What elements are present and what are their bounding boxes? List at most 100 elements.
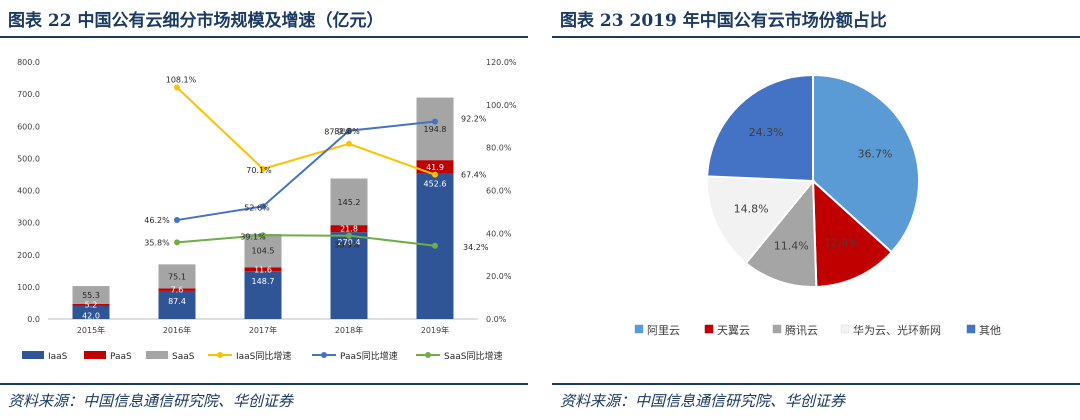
line-point bbox=[346, 232, 352, 239]
y2-tick-label: 0.0% bbox=[486, 315, 507, 324]
line-point bbox=[174, 239, 180, 246]
line-point bbox=[346, 127, 352, 134]
y2-tick-label: 120.0% bbox=[486, 58, 517, 67]
line-point bbox=[260, 232, 266, 239]
x-tick-label: 2018年 bbox=[335, 325, 363, 335]
line-value-label: 67.4% bbox=[461, 171, 487, 180]
bar-paas bbox=[72, 303, 110, 306]
bar-value-label: 55.3 bbox=[82, 291, 100, 300]
legend-swatch bbox=[704, 324, 714, 334]
legend-label: 阿里云 bbox=[647, 324, 680, 337]
bar-paas bbox=[416, 160, 454, 174]
bar-saas bbox=[72, 286, 110, 304]
bar-paas bbox=[330, 225, 368, 233]
bar-value-label: 75.1 bbox=[168, 272, 186, 281]
line-value-label: 81.8% bbox=[334, 127, 360, 136]
pie-slice-腾讯云 bbox=[744, 178, 818, 288]
pie-slice-其他 bbox=[706, 73, 814, 183]
bar-iaas bbox=[330, 232, 368, 319]
pie-slice-天翼云 bbox=[811, 178, 894, 288]
bar-value-label: 145.2 bbox=[338, 198, 361, 207]
line-point bbox=[260, 203, 266, 210]
line-value-label: 46.2% bbox=[144, 216, 170, 225]
y2-tick-label: 80.0% bbox=[486, 144, 512, 153]
bar-saas bbox=[158, 264, 196, 289]
line-value-label: 92.2% bbox=[461, 115, 487, 124]
right-figure-title: 图表 23 2019 年中国公有云市场份额占比 bbox=[560, 11, 887, 31]
left-figure-title: 图表 22 中国公有云细分市场规模及增速（亿元） bbox=[8, 11, 384, 31]
line-value-label: 108.1% bbox=[166, 75, 197, 84]
bar-value-label: 11.6 bbox=[254, 265, 272, 274]
legend-swatch bbox=[840, 324, 850, 334]
bar-iaas bbox=[244, 271, 282, 319]
left-figure-panel: 图表 22 中国公有云细分市场规模及增速（亿元） 0.0 100.0 200.0 30… bbox=[0, 0, 528, 420]
left-figure-source: 资料来源：中国信息通信研究院、华创证券 bbox=[8, 392, 294, 410]
segment-market-combo-chart: 0.0 100.0 200.0 300.0 400.0 500.0 600.0 700.0 80… bbox=[17, 58, 517, 362]
legend-swatch bbox=[146, 351, 168, 359]
line-point bbox=[346, 140, 352, 147]
x-tick-label: 2015年 bbox=[77, 325, 105, 335]
bar-iaas bbox=[158, 290, 196, 319]
line-point bbox=[432, 171, 438, 178]
y-tick-label: 600.0 bbox=[17, 122, 40, 131]
line-value-label: 38.9% bbox=[334, 241, 360, 250]
right-figure-panel: 图表 23 2019 年中国公有云市场份额占比 36.7% 12.8% 11.4% 1… bbox=[552, 0, 1080, 420]
line-point bbox=[174, 84, 180, 91]
legend-swatch bbox=[966, 324, 976, 334]
line-value-label: 35.8% bbox=[144, 238, 170, 247]
legend-label: 腾讯云 bbox=[785, 323, 818, 337]
bar-value-label: 87.4 bbox=[168, 297, 186, 306]
x-tick-label: 2017年 bbox=[249, 325, 277, 335]
bar-value-label: 194.8 bbox=[424, 125, 447, 134]
legend-label: 天翼云 bbox=[717, 324, 750, 337]
legend-swatch-marker bbox=[217, 352, 223, 358]
bar-saas bbox=[416, 97, 454, 161]
line-point bbox=[174, 217, 180, 224]
y-tick-label: 800.0 bbox=[17, 58, 40, 67]
pie-value-label: 14.8% bbox=[734, 203, 769, 216]
legend-swatch bbox=[22, 351, 44, 359]
legend-swatch-marker bbox=[321, 352, 327, 358]
line-point bbox=[432, 242, 438, 249]
y2-tick-label: 40.0% bbox=[486, 229, 512, 238]
line-point bbox=[432, 118, 438, 125]
legend-label: IaaS bbox=[48, 352, 68, 362]
line-SaaS同比增速 bbox=[176, 234, 436, 247]
y-tick-label: 100.0 bbox=[17, 283, 40, 292]
legend-label: PaaS bbox=[110, 352, 132, 362]
bar-saas bbox=[244, 233, 282, 268]
y-tick-label: 500.0 bbox=[17, 154, 40, 163]
legend-swatch bbox=[634, 324, 644, 334]
bar-paas bbox=[158, 288, 196, 291]
bar-value-label: 5.2 bbox=[85, 301, 98, 310]
y2-tick-label: 20.0% bbox=[486, 272, 512, 281]
legend-label: PaaS同比增速 bbox=[340, 350, 398, 362]
bar-value-label: 452.6 bbox=[424, 180, 447, 189]
line-value-label: 70.1% bbox=[246, 166, 272, 175]
line-point bbox=[260, 165, 266, 172]
right-title-rule bbox=[552, 36, 1080, 38]
pie-value-label: 24.3% bbox=[749, 126, 784, 139]
x-tick-label: 2019年 bbox=[421, 325, 449, 335]
y-tick-label: 300.0 bbox=[17, 219, 40, 228]
legend-label: 其他 bbox=[979, 324, 1001, 337]
y-tick-label: 700.0 bbox=[17, 90, 40, 99]
right-figure-source: 资料来源：中国信息通信研究院、华创证券 bbox=[560, 392, 846, 410]
left-source-rule bbox=[0, 383, 528, 385]
pie-slice-阿里云 bbox=[812, 73, 920, 254]
line-value-label: 34.2% bbox=[463, 243, 489, 252]
bar-value-label: 21.8 bbox=[340, 225, 358, 234]
legend-label: 华为云、光环新网 bbox=[853, 323, 941, 337]
bar-value-label: 148.7 bbox=[252, 277, 275, 286]
legend-label: SaaS bbox=[172, 352, 195, 362]
market-share-pie-chart: 36.7% 12.8% 11.4% 14.8% 24.3% 阿里云 天翼云 腾讯云 华为云、光环… bbox=[634, 73, 1001, 337]
pie-value-label: 11.4% bbox=[774, 239, 809, 252]
legend-swatch bbox=[84, 351, 106, 359]
bar-value-label: 42.0 bbox=[82, 312, 100, 321]
legend-label: IaaS同比增速 bbox=[236, 350, 291, 362]
line-PaaS同比增速 bbox=[176, 120, 436, 222]
pie-value-label: 36.7% bbox=[858, 147, 893, 160]
line-value-label: 52.6% bbox=[244, 203, 270, 212]
line-IaaS同比增速 bbox=[176, 86, 436, 176]
bar-saas bbox=[330, 178, 368, 226]
